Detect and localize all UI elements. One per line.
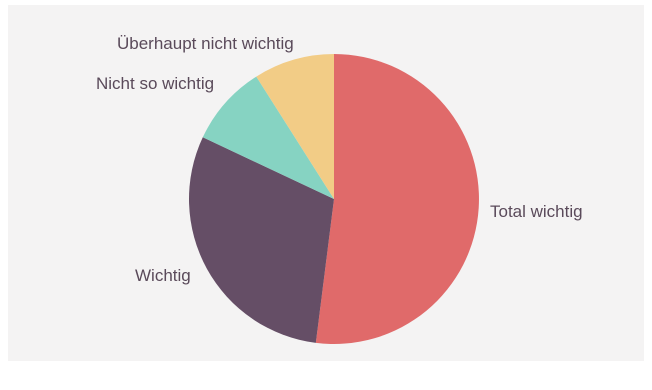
pie-labels: Total wichtig Wichtig Nicht so wichtig Über… xyxy=(96,34,583,285)
pie-label-wichtig: Wichtig xyxy=(135,266,191,285)
pie-label-berhaupt-nicht-wichtig: Überhaupt nicht wichtig xyxy=(117,34,294,53)
pie-label-nicht-so-wichtig: Nicht so wichtig xyxy=(96,74,214,93)
pie-slice-wichtig xyxy=(188,137,334,343)
pie-slices xyxy=(188,54,479,344)
pie-slice-berhaupt-nicht-wichtig xyxy=(256,54,334,199)
pie-slice-total-wichtig xyxy=(315,54,479,344)
pie-label-total-wichtig: Total wichtig xyxy=(490,202,583,221)
pie-slice-nicht-so-wichtig xyxy=(202,76,334,199)
